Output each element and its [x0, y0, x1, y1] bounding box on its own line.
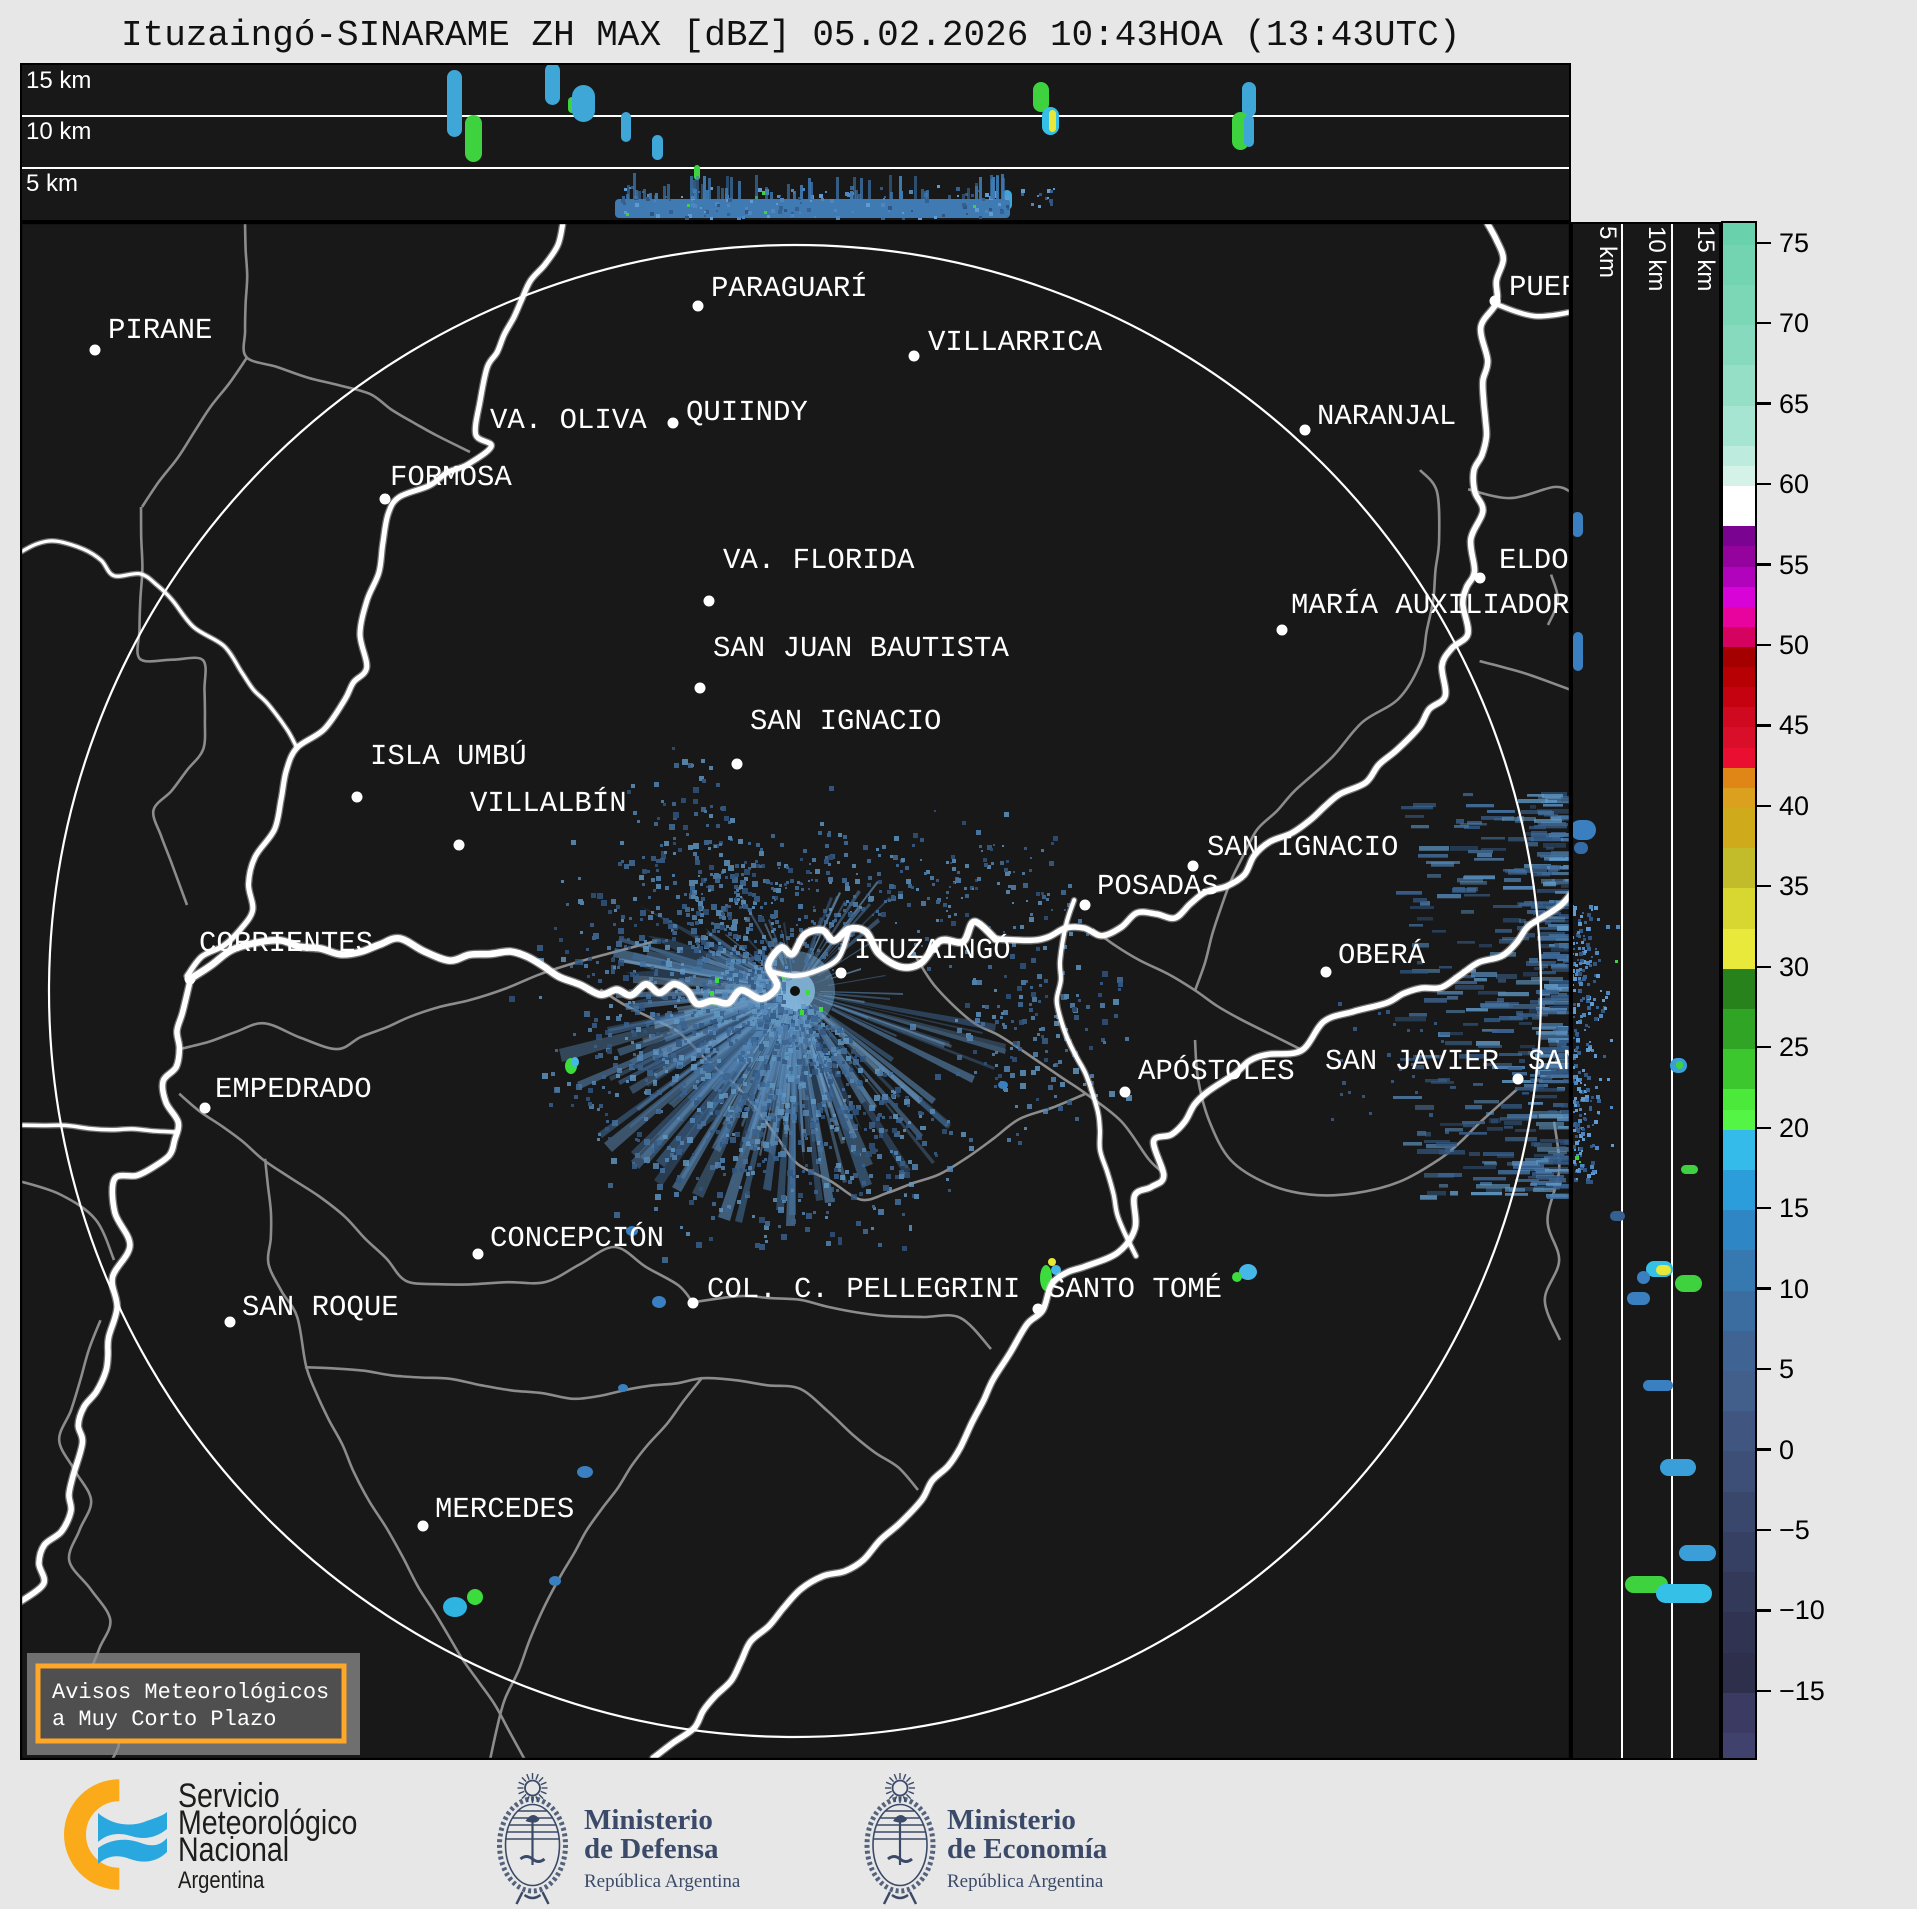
svg-text:PUERTO: PUERTO [1509, 271, 1571, 304]
svg-text:SANTO TOMÉ: SANTO TOMÉ [1048, 1272, 1222, 1306]
svg-text:POSADAS: POSADAS [1097, 870, 1219, 903]
svg-text:Avisos Meteorológicos: Avisos Meteorológicos [52, 1680, 329, 1705]
svg-text:MARÍA AUXILIADORA: MARÍA AUXILIADORA [1291, 588, 1571, 622]
svg-text:VILLALBÍN: VILLALBÍN [470, 786, 627, 820]
svg-text:ITUZAINGÓ: ITUZAINGÓ [854, 933, 1011, 967]
svg-text:CONCEPCIÓN: CONCEPCIÓN [490, 1221, 664, 1255]
svg-text:VA. FLORIDA: VA. FLORIDA [723, 544, 915, 577]
svg-text:MERCEDES: MERCEDES [435, 1493, 574, 1526]
svg-text:OBERÁ: OBERÁ [1338, 938, 1426, 972]
svg-text:SAN: SAN [1528, 1045, 1571, 1078]
svg-text:SAN ROQUE: SAN ROQUE [242, 1291, 399, 1324]
svg-text:a Muy Corto Plazo: a Muy Corto Plazo [52, 1707, 276, 1732]
svg-text:PARAGUARÍ: PARAGUARÍ [711, 271, 868, 305]
svg-text:SAN JAVIER: SAN JAVIER [1325, 1045, 1499, 1078]
svg-text:SAN JUAN BAUTISTA: SAN JUAN BAUTISTA [713, 632, 1009, 665]
svg-text:SAN IGNACIO: SAN IGNACIO [750, 705, 941, 738]
svg-text:NARANJAL: NARANJAL [1317, 400, 1456, 433]
svg-text:PIRANE: PIRANE [108, 314, 212, 347]
svg-text:QUIINDY: QUIINDY [686, 396, 808, 429]
svg-text:COL. C. PELLEGRINI: COL. C. PELLEGRINI [707, 1273, 1020, 1306]
svg-text:ISLA UMBÚ: ISLA UMBÚ [370, 739, 527, 773]
svg-text:VILLARRICA: VILLARRICA [928, 326, 1103, 359]
svg-text:CORRIENTES: CORRIENTES [199, 927, 373, 960]
svg-text:EMPEDRADO: EMPEDRADO [215, 1073, 372, 1106]
svg-text:ELDORADO: ELDORADO [1499, 544, 1571, 577]
svg-text:FORMOSA: FORMOSA [390, 461, 512, 494]
svg-text:SAN IGNACIO: SAN IGNACIO [1207, 831, 1398, 864]
svg-text:VA. OLIVA: VA. OLIVA [490, 404, 647, 437]
svg-text:APÓSTOLES: APÓSTOLES [1138, 1054, 1295, 1088]
